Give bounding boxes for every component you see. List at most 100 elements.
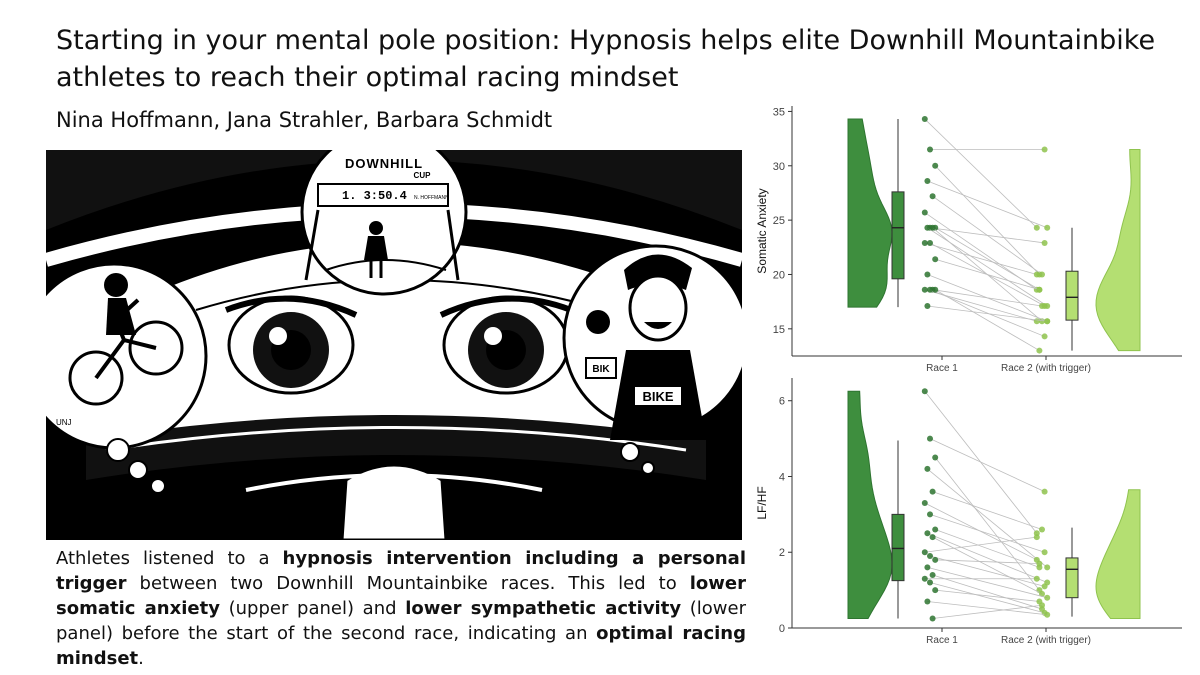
- somatic-anxiety-svg: 15 20 25 30 35 Somatic Anxiety Race 1 Race 2 (w…: [755, 106, 1182, 374]
- violin-race1: [847, 118, 893, 308]
- point-race2: [1041, 333, 1048, 340]
- paired-line: [927, 601, 1048, 616]
- caption-text: Athletes listened to a: [56, 548, 283, 569]
- paired-line: [935, 559, 1040, 565]
- box-race2: [1065, 557, 1079, 599]
- caption: Athletes listened to a hypnosis interven…: [56, 546, 746, 671]
- point-race1: [929, 488, 936, 495]
- point-race2: [1041, 239, 1048, 246]
- poster-title: Starting in your mental pole position: H…: [56, 25, 1156, 93]
- point-race1: [921, 388, 928, 395]
- point-race2: [1036, 560, 1043, 567]
- point-race1: [921, 116, 928, 123]
- paired-line: [932, 536, 1043, 595]
- thought-bubble-cheering: BIKE BIK: [562, 244, 742, 440]
- point-race1: [927, 146, 933, 153]
- paired-line: [924, 242, 1037, 275]
- point-race2: [1039, 303, 1045, 309]
- paired-line: [934, 165, 1040, 275]
- point-race1: [924, 224, 931, 231]
- point-race2: [1044, 594, 1051, 601]
- thought-bubble-finish-line: DOWNHILL CUP 1. 3:50.4 N. HOFFMANN: [300, 150, 468, 296]
- paired-line: [932, 604, 1043, 619]
- right-eye: [439, 295, 573, 395]
- point-race2: [1036, 286, 1043, 293]
- point-race1: [924, 303, 931, 309]
- paired-line: [924, 536, 1037, 553]
- paired-line: [932, 574, 1043, 610]
- box-race2: [1065, 270, 1079, 321]
- point-race1: [924, 530, 931, 537]
- paired-line: [932, 289, 1043, 307]
- point-race1: [929, 571, 936, 578]
- point-race2: [1044, 318, 1051, 325]
- paired-line: [927, 305, 1048, 322]
- left-eye: [224, 295, 358, 395]
- paired-line: [927, 532, 1048, 583]
- y-tick-label: 4: [779, 471, 785, 483]
- paired-line: [929, 513, 1045, 553]
- point-race2: [1039, 526, 1045, 533]
- y-tick-label: 20: [773, 269, 785, 281]
- paired-line: [924, 118, 1038, 229]
- banner-text: DOWNHILL: [345, 156, 423, 171]
- paired-line: [929, 555, 1045, 587]
- violin-race2: [1095, 489, 1141, 620]
- point-race2: [1044, 611, 1051, 618]
- y-tick-label: 0: [779, 623, 785, 635]
- point-race1: [921, 500, 928, 506]
- point-race1: [932, 526, 939, 533]
- point-race2: [1041, 146, 1048, 153]
- point-race2: [1039, 602, 1045, 609]
- point-race1: [927, 511, 933, 518]
- point-race1: [924, 271, 931, 278]
- point-race2: [1044, 224, 1051, 231]
- point-race1: [927, 239, 933, 246]
- point-race1: [927, 435, 933, 442]
- paired-line: [927, 468, 1048, 568]
- paired-line: [929, 227, 1045, 244]
- lf-hf-svg: 0 2 4 6 LF/HF Race 1 Race 2 (with trigger): [755, 378, 1182, 646]
- point-race2: [1041, 488, 1048, 495]
- point-race1: [932, 256, 939, 263]
- banner-sub: CUP: [414, 171, 432, 180]
- timer-name: N. HOFFMANN: [414, 195, 449, 201]
- y-tick-label: 6: [779, 396, 785, 408]
- x-tick-label: Race 1: [926, 363, 958, 374]
- point-race1: [924, 564, 931, 571]
- point-race1: [929, 193, 936, 200]
- point-race1: [929, 224, 936, 231]
- paired-line: [929, 582, 1045, 614]
- caption-text: (lower panel) before the start of the se…: [56, 598, 746, 644]
- violin-race2: [1095, 148, 1141, 352]
- point-race1: [932, 556, 939, 563]
- violin-race1: [847, 390, 893, 620]
- timer-text: 1. 3:50.4: [342, 189, 407, 203]
- caption-text: between two Downhill Mountainbike races.…: [126, 573, 690, 594]
- x-tick-label: Race 1: [926, 635, 958, 646]
- paired-line: [927, 227, 1048, 307]
- point-race1: [921, 575, 928, 582]
- point-race1: [927, 579, 933, 586]
- paired-line: [927, 567, 1048, 599]
- y-tick-label: 15: [773, 324, 785, 336]
- lf-hf-chart: 0 2 4 6 LF/HF Race 1 Race 2 (with trigger): [752, 372, 1182, 647]
- point-race1: [927, 286, 933, 293]
- paired-line: [935, 258, 1040, 291]
- box-race1: [891, 191, 905, 280]
- point-race2: [1039, 271, 1045, 278]
- paired-line: [935, 529, 1040, 568]
- x-tick-label: Race 2 (with trigger): [1001, 363, 1091, 374]
- sign-text: BIK: [592, 364, 610, 375]
- authors: Nina Hoffmann, Jana Strahler, Barbara Sc…: [56, 108, 553, 132]
- paired-line: [929, 438, 1045, 492]
- point-race2: [1036, 347, 1043, 354]
- caption-bold: lower somatic anxiety: [56, 573, 746, 619]
- point-race1: [924, 178, 931, 184]
- point-race2: [1033, 224, 1040, 231]
- paired-line: [927, 180, 1048, 229]
- paired-line: [932, 491, 1043, 530]
- point-race1: [924, 465, 931, 472]
- point-race2: [1033, 534, 1040, 541]
- caption-bold: optimal racing mindset: [56, 623, 746, 669]
